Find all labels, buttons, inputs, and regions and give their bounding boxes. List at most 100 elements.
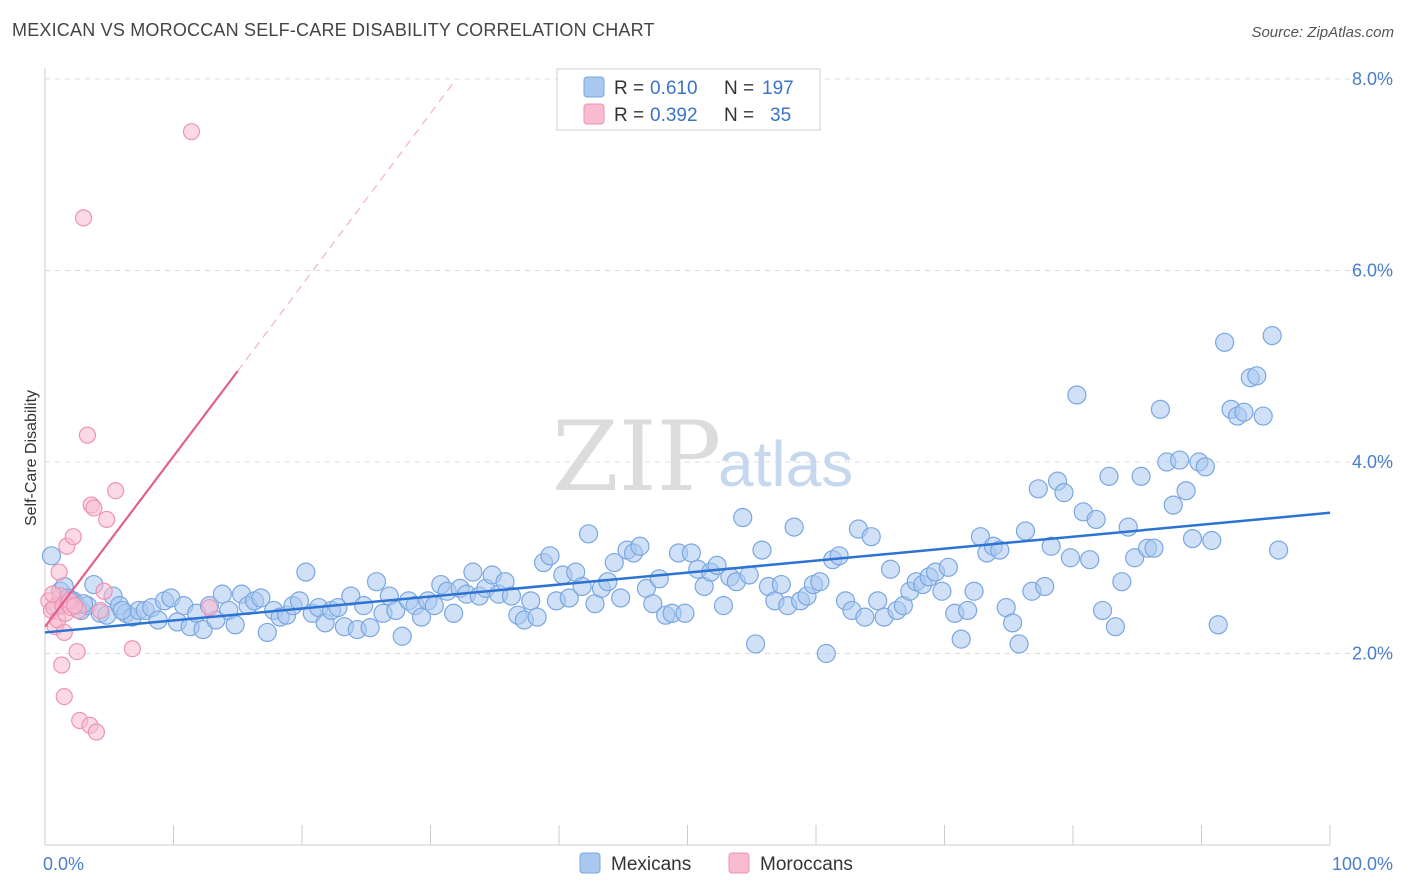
moroccans-points	[40, 123, 219, 741]
data-point-mexicans	[951, 629, 971, 649]
data-point-mexicans	[990, 540, 1010, 560]
data-point-moroccans	[64, 528, 82, 546]
data-point-mexicans	[1099, 466, 1119, 486]
x-tick-labels: 0.0% 100.0%	[43, 854, 1393, 874]
data-point-mexicans	[1086, 509, 1106, 530]
data-point-moroccans	[200, 598, 219, 617]
data-point-mexicans	[1202, 530, 1222, 551]
data-point-mexicans	[1195, 457, 1215, 477]
trend-line-moroccans	[44, 370, 239, 628]
legend-r-value-mexicans: 0.610	[650, 78, 698, 99]
legend-n-value-moroccans: 35	[770, 105, 791, 126]
data-point-mexicans	[578, 524, 599, 544]
data-point-mexicans	[257, 622, 277, 643]
data-point-mexicans	[1092, 600, 1113, 621]
data-point-mexicans	[1105, 617, 1126, 637]
data-point-mexicans	[784, 517, 804, 537]
data-point-moroccans	[50, 563, 68, 581]
data-point-mexicans	[521, 591, 541, 611]
data-point-mexicans	[444, 603, 464, 623]
legend-r-label-mexicans: R =	[614, 78, 644, 99]
bottom-legend-label-moroccans: Moroccans	[760, 854, 853, 875]
x-tick-label: 100.0%	[1332, 854, 1393, 874]
data-point-mexicans	[938, 557, 958, 577]
data-point-mexicans	[611, 588, 631, 608]
data-point-mexicans	[354, 596, 374, 616]
series-legend: Mexicans Moroccans	[579, 852, 853, 875]
data-point-mexicans	[1163, 495, 1183, 515]
data-point-mexicans	[360, 618, 380, 638]
data-point-mexicans	[193, 619, 213, 640]
data-point-mexicans	[41, 546, 62, 566]
data-point-mexicans	[816, 643, 836, 664]
data-point-mexicans	[392, 626, 412, 646]
data-point-mexicans	[328, 597, 348, 618]
data-point-moroccans	[74, 209, 93, 227]
data-point-mexicans	[296, 562, 316, 582]
data-point-moroccans	[91, 601, 109, 620]
data-point-mexicans	[148, 610, 168, 630]
data-point-mexicans	[733, 507, 753, 528]
data-point-mexicans	[1041, 536, 1061, 556]
data-point-moroccans	[55, 623, 73, 642]
data-point-mexicans	[604, 552, 624, 573]
data-point-mexicans	[386, 600, 406, 621]
data-point-mexicans	[1234, 402, 1254, 422]
data-point-moroccans	[44, 585, 62, 603]
data-point-moroccans	[68, 642, 86, 661]
data-point-mexicans	[855, 607, 875, 627]
data-point-mexicans	[1035, 576, 1055, 597]
legend-swatch-moroccans	[583, 103, 605, 125]
data-point-mexicans	[861, 527, 881, 547]
data-point-mexicans	[964, 581, 984, 601]
watermark-atlas: atlas	[718, 428, 853, 500]
data-point-mexicans	[1208, 615, 1228, 635]
watermark: ZIP atlas	[552, 401, 853, 513]
data-point-mexicans	[829, 546, 849, 566]
watermark-zip: ZIP	[552, 401, 721, 513]
data-point-mexicans	[1215, 332, 1235, 352]
data-point-mexicans	[559, 588, 579, 608]
data-point-mexicans	[1182, 528, 1203, 549]
y-tick-labels: 2.0% 4.0% 6.0% 8.0%	[1352, 69, 1393, 664]
data-point-mexicans	[424, 596, 444, 616]
legend-n-label-mexicans: N =	[724, 78, 754, 99]
data-point-moroccans	[55, 687, 73, 706]
legend-n-value-mexicans: 197	[762, 78, 794, 99]
data-point-mexicans	[225, 615, 245, 635]
data-point-moroccans	[95, 582, 113, 600]
data-point-mexicans	[251, 588, 271, 608]
y-tick-label: 4.0%	[1352, 452, 1393, 472]
source-label: Source: ZipAtlas.com	[1251, 24, 1394, 41]
legend-r-label-moroccans: R =	[614, 105, 644, 126]
data-point-mexicans	[810, 572, 830, 592]
trend-line-mexicans	[44, 511, 1331, 634]
data-point-mexicans	[746, 634, 766, 654]
data-point-mexicans	[540, 546, 560, 566]
data-point-mexicans	[1003, 613, 1023, 633]
correlation-legend: R = 0.610 N = 197 R = 0.392 N = 35	[556, 68, 821, 131]
data-point-mexicans	[1028, 479, 1048, 499]
y-tick-label: 2.0%	[1352, 644, 1393, 664]
data-point-mexicans	[932, 581, 952, 601]
data-point-mexicans	[649, 569, 669, 589]
data-point-moroccans	[65, 597, 84, 615]
data-point-mexicans	[958, 600, 978, 621]
data-point-mexicans	[112, 600, 132, 621]
data-point-moroccans	[87, 723, 106, 741]
data-point-mexicans	[713, 596, 734, 616]
data-point-moroccans	[78, 426, 97, 444]
data-point-mexicans	[752, 540, 772, 560]
data-point-moroccans	[123, 640, 141, 658]
data-point-mexicans	[501, 586, 522, 606]
data-point-moroccans	[182, 123, 201, 141]
data-point-mexicans	[411, 607, 432, 627]
data-point-mexicans	[630, 536, 650, 556]
bottom-legend-swatch-moroccans	[728, 852, 750, 874]
data-point-mexicans	[643, 594, 663, 614]
data-point-mexicans	[1054, 483, 1074, 503]
x-tick-label: 0.0%	[43, 854, 84, 874]
data-point-mexicans	[1150, 399, 1170, 419]
data-point-mexicans	[1009, 634, 1029, 654]
